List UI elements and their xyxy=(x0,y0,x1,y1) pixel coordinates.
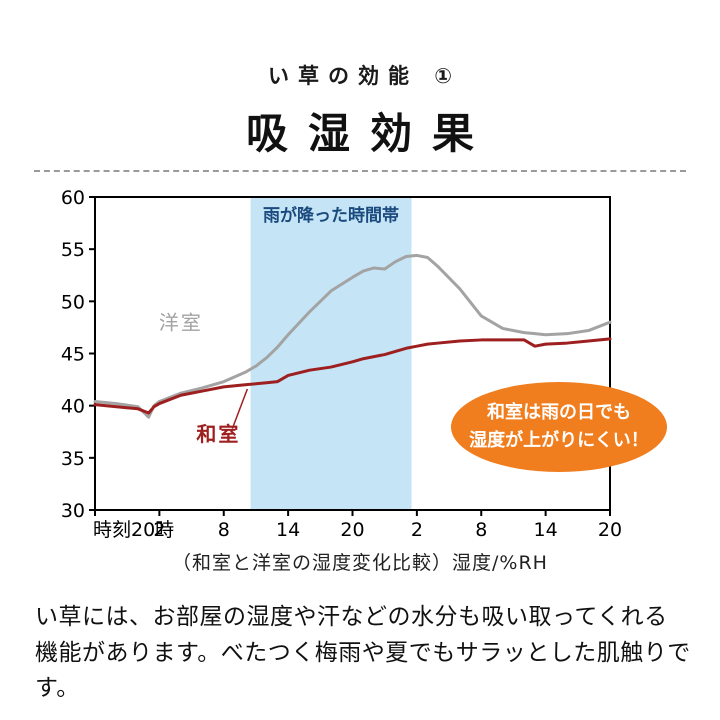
section-label: い草の効能 ① xyxy=(267,64,462,88)
callout-bubble: 和室は雨の日でも 湿度が上がりにくい！ xyxy=(451,382,667,472)
callout-line-2: 湿度が上がりにくい！ xyxy=(469,430,649,451)
svg-text:60: 60 xyxy=(61,187,85,209)
description-line-2: 機能があります。べたつく梅雨や夏でもサラッとした肌触りです。 xyxy=(35,639,691,702)
svg-text:時刻20時: 時刻20時 xyxy=(93,519,174,541)
svg-text:洋室: 洋室 xyxy=(159,311,203,335)
svg-text:2: 2 xyxy=(411,519,423,541)
dashed-divider xyxy=(34,170,686,172)
svg-text:雨が降った時間帯: 雨が降った時間帯 xyxy=(263,205,399,226)
humidity-chart: 30 35 40 45 50 55 60 時刻20時 2 8 14 20 2 8 14 20 洋室 和室 雨が降った… xyxy=(0,185,720,545)
page-title: 吸湿効果 xyxy=(245,109,494,158)
description-text: い草には、お部屋の湿度や汗などの水分も吸い取ってくれる 機能があります。べたつく… xyxy=(35,600,695,707)
svg-text:2: 2 xyxy=(153,519,165,541)
svg-text:35: 35 xyxy=(61,448,85,470)
svg-text:30: 30 xyxy=(61,500,85,522)
svg-text:50: 50 xyxy=(61,291,85,313)
callout-line-1: 和室は雨の日でも xyxy=(487,402,631,424)
svg-text:8: 8 xyxy=(475,519,487,541)
svg-text:45: 45 xyxy=(61,344,85,366)
svg-text:8: 8 xyxy=(218,519,230,541)
chart-caption: （和室と洋室の湿度変化比較）湿度/%RH xyxy=(172,552,548,574)
svg-text:40: 40 xyxy=(61,396,85,418)
svg-text:14: 14 xyxy=(276,519,300,541)
svg-text:和室: 和室 xyxy=(196,422,240,446)
svg-text:20: 20 xyxy=(340,519,364,541)
svg-text:14: 14 xyxy=(534,519,558,541)
description-line-1: い草には、お部屋の湿度や汗などの水分も吸い取ってくれる xyxy=(35,604,668,630)
svg-text:20: 20 xyxy=(598,519,622,541)
svg-text:55: 55 xyxy=(61,239,85,261)
